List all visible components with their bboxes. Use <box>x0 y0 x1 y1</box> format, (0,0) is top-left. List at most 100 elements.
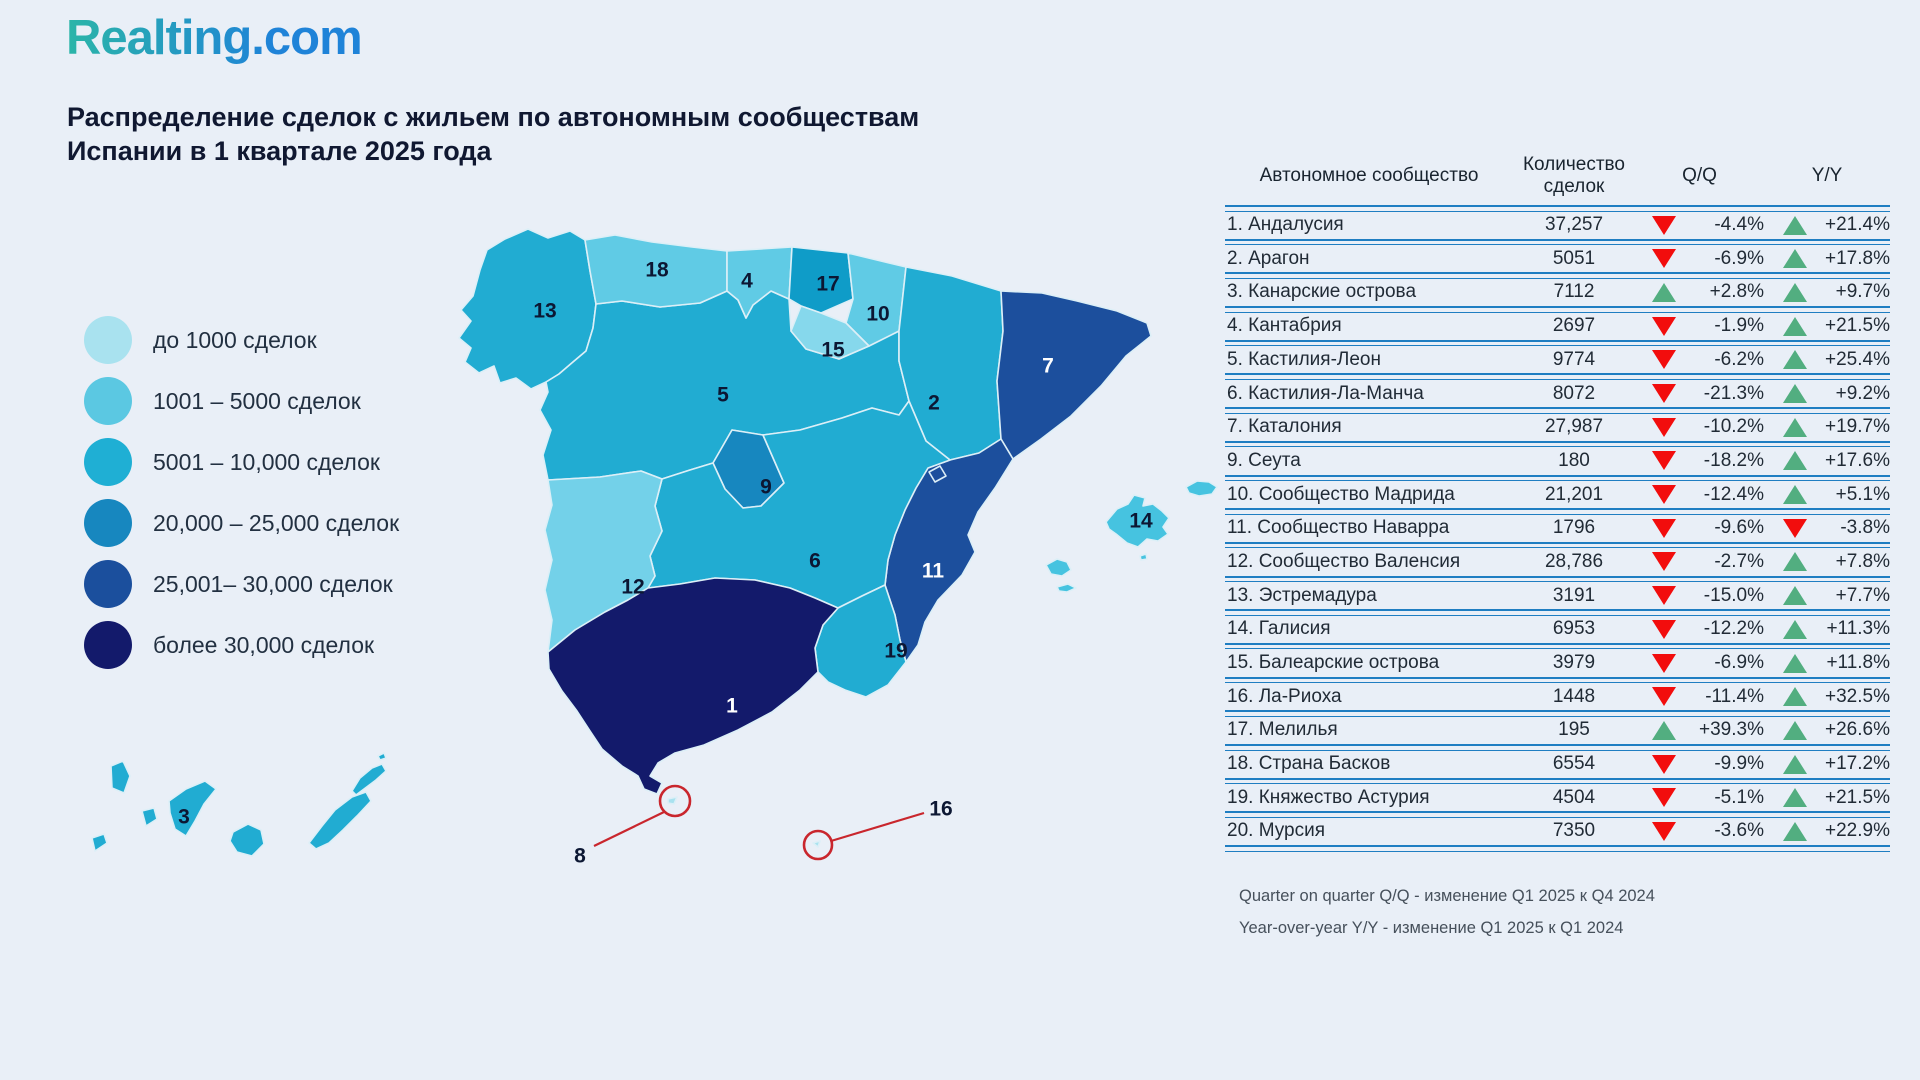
legend-item: до 1000 сделок <box>84 316 399 364</box>
triangle-down-icon <box>1652 687 1676 707</box>
cell-deal-count: 3191 <box>1552 584 1596 606</box>
cell-qq-value: -4.4% <box>1714 214 1764 236</box>
cell-deal-count: 1796 <box>1552 517 1596 539</box>
table-body: 1. Андалусия 37,257 -4.4% +21.4% 2. Арагон 50… <box>1225 205 1890 852</box>
map-region-number: 1 <box>726 695 738 718</box>
callout-circle-icon <box>658 784 692 818</box>
change-indicator <box>1635 821 1693 841</box>
change-indicator <box>1635 417 1693 437</box>
cell-qq-value: -12.4% <box>1703 483 1764 505</box>
change-indicator <box>1764 350 1825 370</box>
triangle-down-icon <box>1652 788 1676 808</box>
cell-yy-value: +5.1% <box>1835 483 1890 505</box>
cell-region-name: 18. Страна Басков <box>1227 753 1391 775</box>
change-indicator <box>1635 451 1693 471</box>
legend-label: 25,001– 30,000 сделок <box>153 570 393 597</box>
cell-yy-value: -3.8% <box>1840 517 1890 539</box>
island-ibiza <box>1045 558 1072 577</box>
cell-deal-count: 9774 <box>1552 348 1596 370</box>
triangle-down-icon <box>1652 451 1676 471</box>
change-indicator <box>1764 316 1825 336</box>
legend-item: более 30,000 сделок <box>84 621 399 669</box>
table-row: 4. Кантабрия 2697 -1.9% +21.5% <box>1225 313 1890 340</box>
cell-deal-count: 180 <box>1558 449 1590 471</box>
change-indicator <box>1764 821 1825 841</box>
map-region-number: 14 <box>1129 510 1153 533</box>
change-indicator <box>1635 653 1693 673</box>
triangle-up-icon <box>1782 282 1807 302</box>
cell-deal-count: 195 <box>1558 719 1590 741</box>
row-separator <box>1225 339 1890 347</box>
cell-region-name: 12. Сообщество Валенсия <box>1227 550 1461 572</box>
cell-deal-count: 27,987 <box>1544 416 1604 438</box>
change-indicator <box>1764 249 1825 269</box>
cell-yy-value: +21.5% <box>1825 315 1890 337</box>
table-row: 10. Сообщество Мадрида 21,201 -12.4% +5.1% <box>1225 481 1890 508</box>
map-region-number: 2 <box>928 392 940 415</box>
table-row: 14. Галисия 6953 -12.2% +11.3% <box>1225 616 1890 643</box>
cell-region-name: 19. Княжество Астурия <box>1227 786 1430 808</box>
triangle-up-icon <box>1782 485 1807 505</box>
legend: до 1000 сделок 1001 – 5000 сделок 5001 – 1… <box>84 316 399 682</box>
cell-qq-value: -11.4% <box>1705 685 1764 707</box>
change-indicator <box>1635 316 1693 336</box>
legend-label: 20,000 – 25,000 сделок <box>153 509 400 536</box>
region-ceuta <box>667 796 678 805</box>
cell-region-name: 17. Мелилья <box>1227 719 1338 741</box>
cell-deal-count: 5051 <box>1552 247 1596 269</box>
legend-swatch-icon <box>84 316 132 364</box>
change-indicator <box>1635 485 1693 505</box>
change-indicator <box>1635 586 1693 606</box>
callout-line <box>593 811 665 847</box>
triangle-down-icon <box>1652 653 1676 673</box>
cell-region-name: 20. Мурсия <box>1227 820 1325 842</box>
change-indicator <box>1635 720 1693 740</box>
change-indicator <box>1635 754 1693 774</box>
change-indicator <box>1764 518 1825 538</box>
cell-yy-value: +26.6% <box>1825 719 1890 741</box>
row-separator <box>1225 474 1890 481</box>
legend-swatch-icon <box>84 438 132 486</box>
cell-region-name: 6. Кастилия-Ла-Манча <box>1227 382 1424 404</box>
change-indicator <box>1635 552 1693 572</box>
cell-region-name: 16. Ла-Риоха <box>1227 685 1342 707</box>
triangle-up-icon <box>1782 586 1807 606</box>
map-region-number: 19 <box>884 640 907 663</box>
region-asturias <box>584 234 728 308</box>
triangle-down-icon <box>1782 518 1807 538</box>
triangle-down-icon <box>1652 552 1676 572</box>
triangle-up-icon <box>1782 451 1807 471</box>
legend-swatch-icon <box>84 560 132 608</box>
triangle-down-icon <box>1652 215 1676 235</box>
change-indicator <box>1635 249 1693 269</box>
island-lanzarote <box>351 763 387 796</box>
triangle-down-icon <box>1652 754 1676 774</box>
map-region-number: 10 <box>866 303 889 326</box>
cell-deal-count: 7350 <box>1552 820 1596 842</box>
map-region-number: 8 <box>574 845 586 868</box>
row-separator <box>1225 609 1890 616</box>
legend-item: 5001 – 10,000 сделок <box>84 438 399 486</box>
legend-item: 20,000 – 25,000 сделок <box>84 499 399 547</box>
legend-label: 5001 – 10,000 сделок <box>153 448 380 475</box>
table-row: 20. Мурсия 7350 -3.6% +22.9% <box>1225 818 1890 845</box>
cell-qq-value: -21.3% <box>1703 382 1764 404</box>
table-row: 12. Сообщество Валенсия 28,786 -2.7% +7.8% <box>1225 548 1890 575</box>
triangle-up-icon <box>1652 282 1676 302</box>
cell-yy-value: +21.4% <box>1825 214 1890 236</box>
change-indicator <box>1635 788 1693 808</box>
row-separator <box>1225 440 1890 448</box>
cell-qq-value: -15.0% <box>1703 584 1764 606</box>
cell-yy-value: +7.7% <box>1835 584 1890 606</box>
cell-yy-value: +25.4% <box>1825 348 1890 370</box>
map-region-number: 17 <box>816 273 839 296</box>
island-la-graciosa <box>377 752 387 761</box>
cell-region-name: 11. Сообщество Наварра <box>1227 517 1450 539</box>
change-indicator <box>1764 754 1825 774</box>
cell-yy-value: +7.8% <box>1835 550 1890 572</box>
cell-qq-value: -6.9% <box>1714 652 1764 674</box>
row-separator <box>1225 541 1890 549</box>
cell-deal-count: 7112 <box>1553 281 1595 303</box>
row-separator <box>1225 642 1890 650</box>
